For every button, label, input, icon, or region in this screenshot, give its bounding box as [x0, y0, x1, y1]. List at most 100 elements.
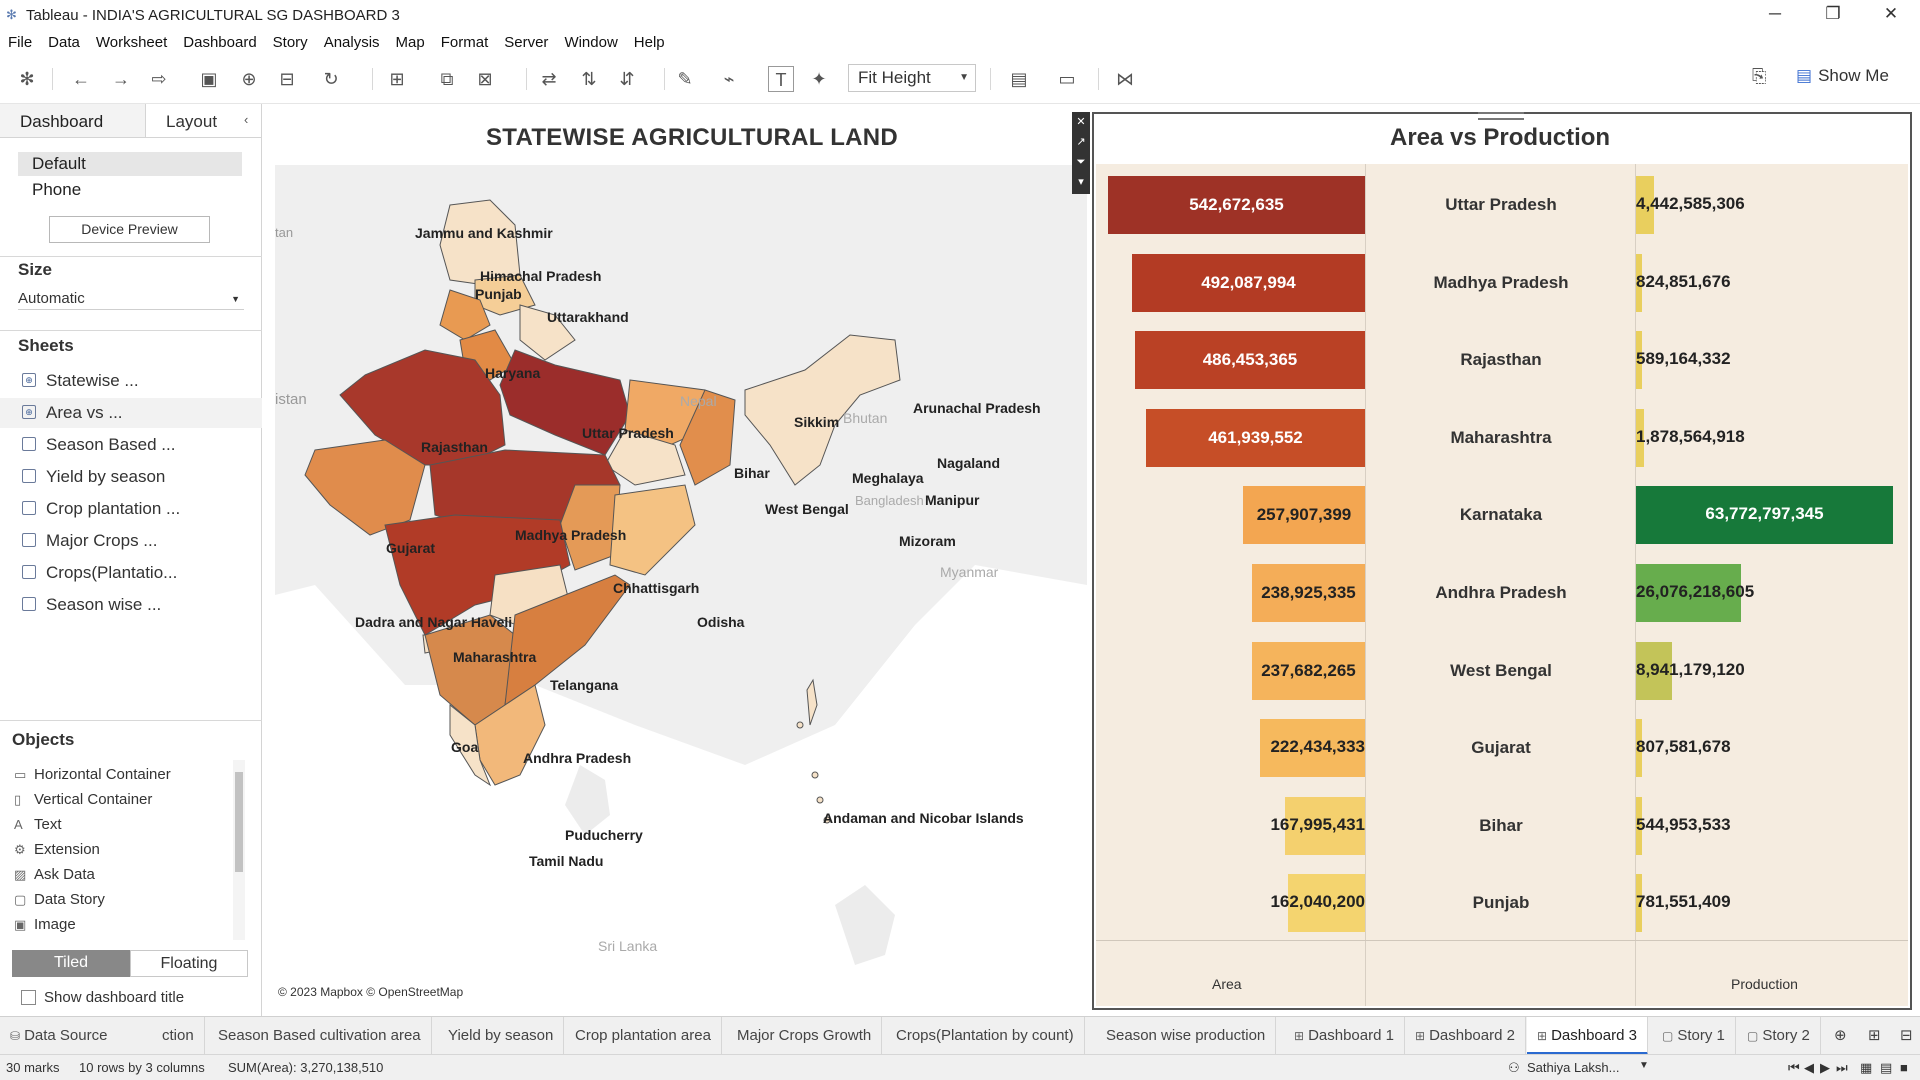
tab-sheet[interactable]: Season Based cultivation area — [208, 1017, 432, 1055]
menu-file[interactable]: File — [8, 33, 33, 51]
sheet-item[interactable]: Season wise ... — [0, 590, 262, 620]
object-ask-data[interactable]: ▨ Ask Data — [14, 866, 95, 883]
area-bar[interactable]: 237,682,265 — [1252, 642, 1365, 700]
tab-sheet[interactable]: Major Crops Growth — [727, 1017, 883, 1055]
menu-map[interactable]: Map — [395, 33, 425, 51]
collapse-icon[interactable]: ‹ — [244, 112, 249, 127]
area-bar[interactable] — [1288, 874, 1365, 932]
area-bar[interactable] — [1260, 719, 1365, 777]
menu-dashboard[interactable]: Dashboard — [183, 33, 257, 51]
duplicate-icon[interactable]: ⧉ — [440, 69, 454, 89]
tab-dashboard[interactable]: Dashboard — [0, 104, 145, 137]
close-button[interactable]: ✕ — [1883, 4, 1899, 23]
grid-view-icon[interactable]: ▦ — [1860, 1060, 1873, 1075]
production-bar[interactable] — [1636, 486, 1893, 544]
object-vertical-container[interactable]: ▯ Vertical Container — [14, 791, 152, 808]
tab-data-source[interactable]: ⛁ Data Source — [0, 1017, 117, 1055]
tab-sheet[interactable]: Yield by season — [438, 1017, 565, 1055]
drag-handle[interactable] — [1478, 112, 1524, 120]
remove-zone-icon[interactable]: ✕ — [1076, 116, 1086, 128]
area-bar[interactable]: 238,925,335 — [1252, 564, 1365, 622]
menu-window[interactable]: Window — [564, 33, 618, 51]
production-bar[interactable] — [1636, 797, 1642, 855]
object-image[interactable]: ▣ Image — [14, 916, 76, 933]
tiled-toggle[interactable]: Tiled — [12, 950, 130, 977]
pause-updates-icon[interactable]: ⊟ — [279, 69, 295, 89]
objects-scrollbar[interactable] — [233, 760, 245, 940]
device-preview-button[interactable]: Device Preview — [49, 216, 210, 243]
show-me-button[interactable]: ▤ Show Me — [1796, 66, 1889, 86]
minimize-button[interactable]: ─ — [1768, 4, 1782, 23]
object-data-story[interactable]: ▢ Data Story — [14, 891, 105, 908]
device-default[interactable]: Default — [18, 152, 242, 176]
more-options-icon[interactable]: ▾ — [1078, 176, 1084, 188]
menu-analysis[interactable]: Analysis — [323, 33, 380, 51]
tab-story[interactable]: ▢ Story 2 — [1737, 1017, 1821, 1055]
tab-sheet[interactable]: Season wise production — [1096, 1017, 1277, 1055]
sort-descending-icon[interactable]: ⇵ — [619, 69, 635, 89]
area-bar[interactable]: 257,907,399 — [1243, 486, 1365, 544]
brush-icon[interactable]: ⎘ — [1752, 66, 1767, 86]
refresh-icon[interactable]: ↻ — [323, 69, 339, 89]
last-page-icon[interactable]: ⏭ — [1836, 1060, 1848, 1075]
status-user[interactable]: Sathiya Laksh... — [1527, 1060, 1620, 1075]
production-bar[interactable] — [1636, 719, 1642, 777]
india-map[interactable]: Jammu and Kashmir Himachal Pradesh Punja… — [275, 165, 1087, 1005]
menu-story[interactable]: Story — [272, 33, 308, 51]
presentation-icon[interactable]: ▭ — [1058, 69, 1076, 89]
object-horizontal-container[interactable]: ▭ Horizontal Container — [14, 766, 171, 783]
production-bar[interactable] — [1636, 642, 1672, 700]
production-bar[interactable] — [1636, 176, 1654, 234]
production-bar[interactable] — [1636, 409, 1644, 467]
tab-dashboard-active[interactable]: ⊞ Dashboard 3 — [1527, 1017, 1648, 1055]
clear-sheet-icon[interactable]: ⊠ — [477, 69, 493, 89]
undo-icon[interactable]: ← — [72, 69, 90, 89]
sort-ascending-icon[interactable]: ⇅ — [581, 69, 597, 89]
filter-icon[interactable]: ⏷ — [1076, 156, 1086, 168]
tab-story[interactable]: ▢ Story 1 — [1652, 1017, 1736, 1055]
sheet-item[interactable]: ⊕ Statewise ... — [0, 366, 262, 396]
area-bar[interactable]: 542,672,635 — [1108, 176, 1365, 234]
swap-icon[interactable]: ⇄ — [541, 69, 557, 89]
sheet-item[interactable]: Crops(Plantatio... — [0, 558, 262, 588]
object-extension[interactable]: ⚙ Extension — [14, 841, 100, 858]
area-bar[interactable] — [1285, 797, 1365, 855]
filmstrip-view-icon[interactable]: ■ — [1900, 1060, 1908, 1075]
menu-server[interactable]: Server — [504, 33, 549, 51]
redo-icon[interactable]: → — [112, 69, 130, 89]
show-labels-icon[interactable]: T — [768, 66, 794, 92]
area-bar[interactable]: 492,087,994 — [1132, 254, 1365, 312]
prev-page-icon[interactable]: ◀ — [1804, 1060, 1814, 1075]
group-icon[interactable]: ⌁ — [723, 69, 735, 89]
object-text[interactable]: A Text — [14, 816, 62, 833]
first-page-icon[interactable]: ⏮ — [1788, 1060, 1800, 1075]
list-view-icon[interactable]: ▤ — [1880, 1060, 1893, 1075]
tableau-home-icon[interactable]: ✻ — [19, 69, 35, 89]
fit-select[interactable]: Fit Height ▼ — [848, 64, 976, 92]
save-icon[interactable]: ▣ — [200, 69, 218, 89]
area-bar[interactable]: 461,939,552 — [1146, 409, 1365, 467]
new-worksheet-tab-icon[interactable]: ⊕ — [1834, 1027, 1847, 1044]
replay-icon[interactable]: ⇨ — [151, 69, 167, 89]
tab-sheet[interactable]: Crop plantation area — [565, 1017, 722, 1055]
new-dashboard-tab-icon[interactable]: ⊞ — [1868, 1027, 1881, 1044]
tab-dashboard[interactable]: ⊞ Dashboard 1 — [1284, 1017, 1405, 1055]
production-bar[interactable] — [1636, 254, 1642, 312]
tab-dashboard[interactable]: ⊞ Dashboard 2 — [1405, 1017, 1526, 1055]
pin-icon[interactable]: ✦ — [811, 69, 827, 89]
go-to-sheet-icon[interactable]: ↗ — [1076, 136, 1086, 148]
menu-help[interactable]: Help — [633, 33, 665, 51]
highlight-icon[interactable]: ✎ — [677, 69, 693, 89]
sheet-item[interactable]: ⊕ Area vs ... — [0, 398, 262, 428]
share-icon[interactable]: ⋈ — [1116, 69, 1134, 89]
next-page-icon[interactable]: ▶ — [1820, 1060, 1830, 1075]
tab-sheet[interactable]: Crops(Plantation by count) — [886, 1017, 1085, 1055]
sheet-item[interactable]: Season Based ... — [0, 430, 262, 460]
sheet-item[interactable]: Crop plantation ... — [0, 494, 262, 524]
restore-button[interactable]: ❐ — [1825, 4, 1841, 23]
show-cards-icon[interactable]: ▤ — [1010, 69, 1028, 89]
production-bar[interactable] — [1636, 331, 1642, 389]
tab-sheet[interactable]: ction — [152, 1017, 205, 1055]
size-select[interactable]: Automatic ▼ — [18, 290, 244, 310]
sheet-item[interactable]: Major Crops ... — [0, 526, 262, 556]
